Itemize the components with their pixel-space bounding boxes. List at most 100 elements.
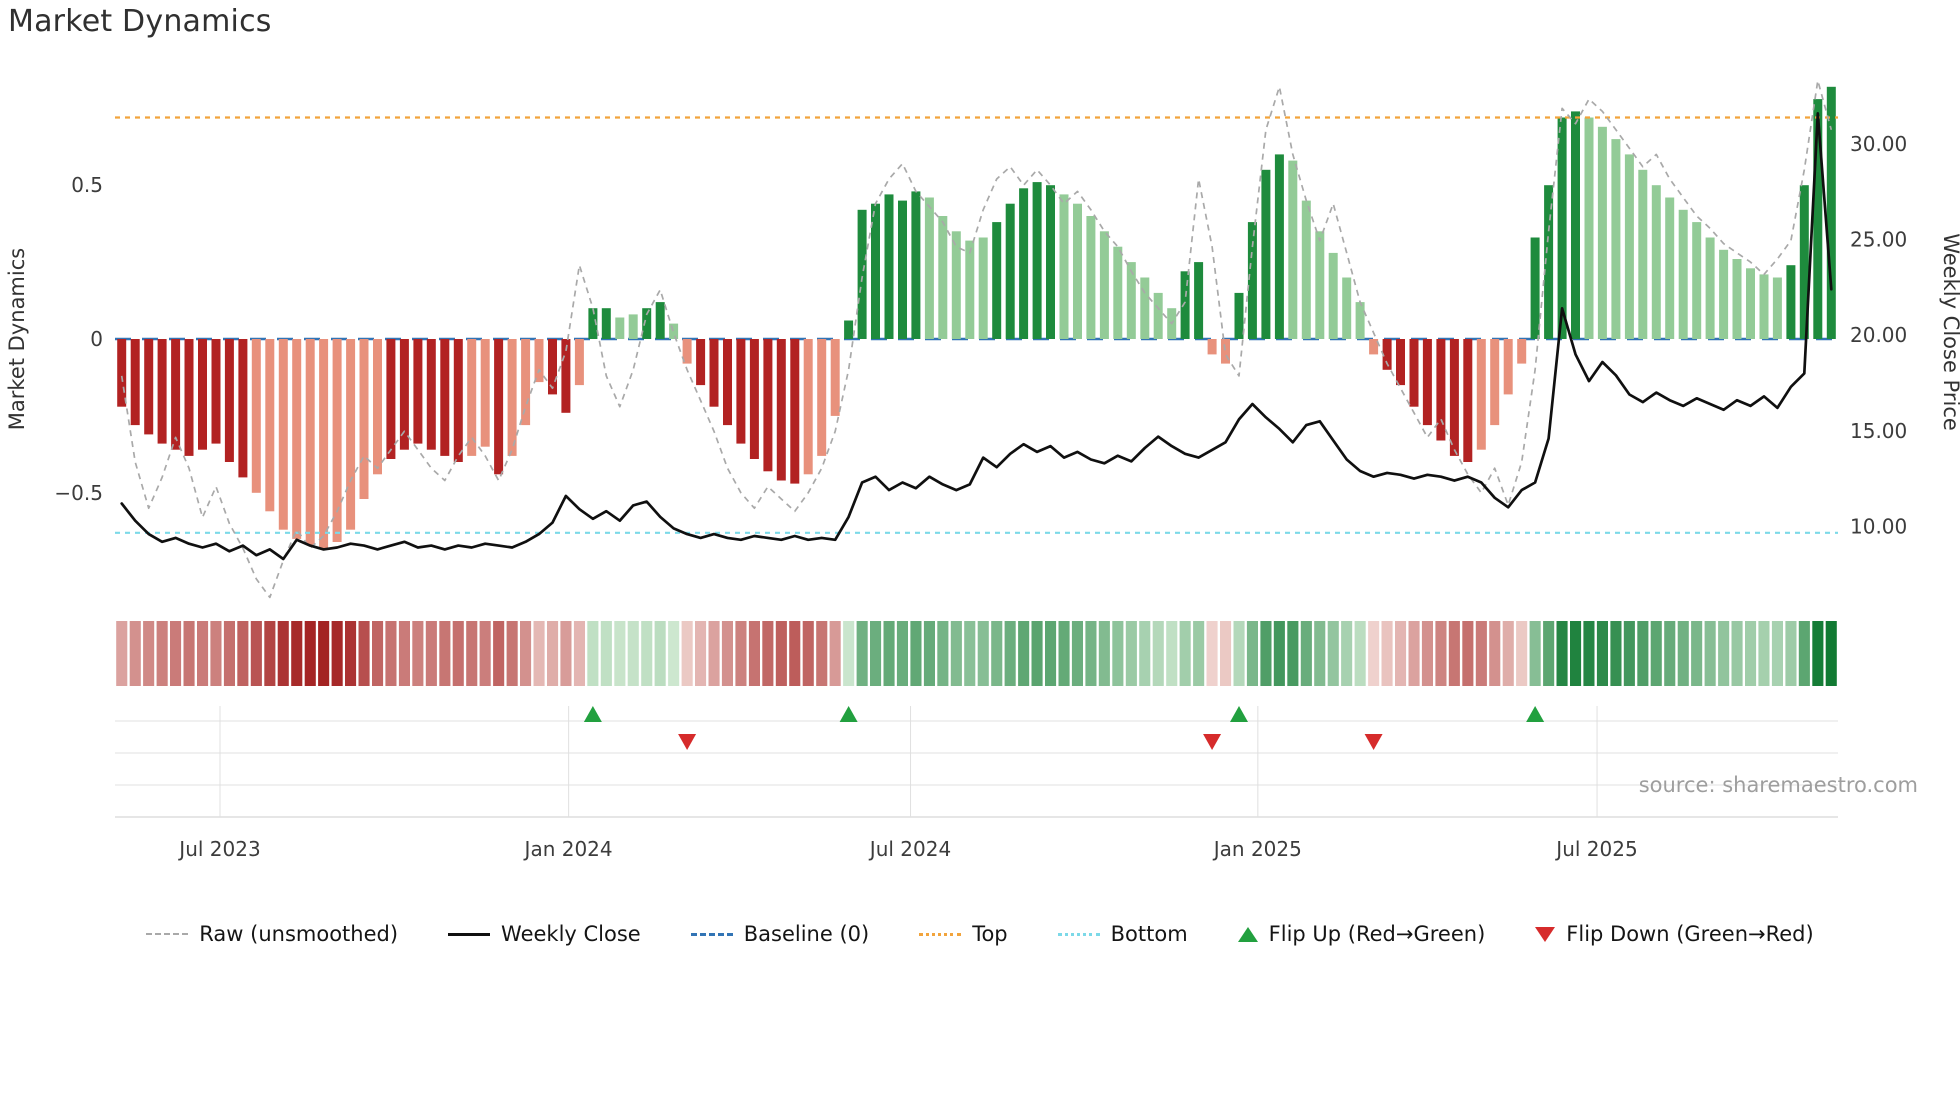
heatmap-cell [116, 621, 128, 686]
oscillator-bar [1503, 339, 1513, 395]
flip-up-marker [839, 706, 858, 722]
heatmap-cell [910, 621, 922, 686]
oscillator-bar [1019, 188, 1029, 339]
baseline-swatch-icon [690, 932, 733, 936]
heatmap-cell [398, 621, 410, 686]
weekly-close-swatch-icon [448, 932, 491, 936]
x-tick-label: Jan 2024 [523, 837, 613, 861]
right-tick-label: 25.00 [1850, 228, 1907, 252]
heatmap-cell [1516, 621, 1528, 686]
x-tick-label: Jan 2025 [1212, 837, 1302, 861]
heatmap-cell [466, 621, 478, 686]
heatmap-cell [600, 621, 612, 686]
heatmap-cell [1556, 621, 1568, 686]
oscillator-bar [494, 339, 504, 475]
legend-item-flip-up: Flip Up (Red→Green) [1237, 922, 1486, 946]
heatmap-cell [1273, 621, 1285, 686]
oscillator-bar [184, 339, 194, 456]
x-tick-label: Jul 2023 [177, 837, 260, 861]
oscillator-bar [332, 339, 342, 542]
heatmap-cell [1570, 621, 1582, 686]
heatmap-cell [1408, 621, 1420, 686]
page-title: Market Dynamics [8, 4, 272, 39]
oscillator-bar [628, 314, 638, 339]
heatmap-cell [372, 621, 384, 686]
legend-item-flip-down: Flip Down (Green→Red) [1535, 922, 1814, 946]
heatmap-cell [695, 621, 707, 686]
heatmap-cell [1745, 621, 1757, 686]
legend-item-baseline: Baseline (0) [690, 922, 869, 946]
oscillator-bar [1046, 185, 1055, 339]
oscillator-bar [1288, 160, 1298, 339]
heatmap-cell [560, 621, 572, 686]
heatmap-cell [843, 621, 855, 686]
legend-item-weekly-close: Weekly Close [448, 922, 641, 946]
oscillator-bar [1274, 154, 1284, 339]
oscillator-bars [117, 86, 1836, 549]
heatmap-cell [1610, 621, 1622, 686]
oscillator-bar [776, 339, 786, 481]
heatmap-cell [318, 621, 330, 686]
heatmap-cell [708, 621, 720, 686]
oscillator-bar [574, 339, 584, 386]
oscillator-bar [871, 203, 880, 339]
heatmap-cell [1798, 621, 1810, 686]
heatmap-cell [748, 621, 760, 686]
heatmap-cell [1421, 621, 1433, 686]
oscillator-bar [561, 339, 571, 413]
oscillator-bar [507, 339, 517, 456]
oscillator-bar [1153, 292, 1163, 339]
heatmap-cell [425, 621, 437, 686]
heatmap-cell [573, 621, 585, 686]
oscillator-bar [1719, 249, 1729, 339]
legend-item-bottom: Bottom [1057, 922, 1188, 946]
heatmap-cell [681, 621, 693, 686]
oscillator-bar [426, 339, 436, 450]
oscillator-bar [763, 339, 773, 472]
heatmap-cell [1233, 621, 1245, 686]
oscillator-bar [198, 339, 207, 450]
heatmap-cell [654, 621, 666, 686]
heatmap-cell [1220, 621, 1232, 686]
oscillator-bar [467, 339, 477, 456]
oscillator-bar [1086, 216, 1096, 339]
heatmap-cell [614, 621, 626, 686]
oscillator-bar [1490, 339, 1500, 426]
heatmap-cell [1354, 621, 1366, 686]
heatmap-cell [829, 621, 841, 686]
heatmap-cell [1381, 621, 1393, 686]
heatmap-cell [1327, 621, 1339, 686]
oscillator-bar [1799, 185, 1809, 339]
heatmap-cell [547, 621, 559, 686]
heatmap-cell [977, 621, 989, 686]
heatmap-cell [1489, 621, 1501, 686]
oscillator-bar [292, 339, 302, 539]
oscillator-bar [615, 317, 625, 339]
heatmap-cell [1031, 621, 1043, 686]
flip-up-marker [1229, 706, 1248, 722]
oscillator-bar [1059, 194, 1069, 339]
oscillator-bar [319, 339, 329, 549]
legend-label-flip-up: Flip Up (Red→Green) [1268, 922, 1486, 946]
heatmap-cell [1071, 621, 1083, 686]
oscillator-bar [1221, 339, 1230, 364]
heatmap-cell [520, 621, 532, 686]
oscillator-bar [588, 308, 598, 339]
oscillator-bar [238, 339, 248, 478]
heatmap-cell [641, 621, 653, 686]
heatmap-cell [223, 621, 235, 686]
flip-down-marker [1364, 734, 1383, 750]
heatmap-cell [627, 621, 639, 686]
oscillator-bar [1638, 169, 1648, 339]
oscillator-bar [790, 339, 800, 484]
oscillator-bar [305, 339, 315, 546]
heatmap-cell [358, 621, 370, 686]
heatmap-cell [1435, 621, 1447, 686]
heatmap-cell [1448, 621, 1460, 686]
oscillator-bar [830, 339, 840, 416]
oscillator-bar [1759, 274, 1769, 339]
heatmap-cell [1758, 621, 1770, 686]
heatmap-cell [1193, 621, 1205, 686]
oscillator-bar [373, 339, 382, 475]
oscillator-bar [224, 339, 234, 462]
